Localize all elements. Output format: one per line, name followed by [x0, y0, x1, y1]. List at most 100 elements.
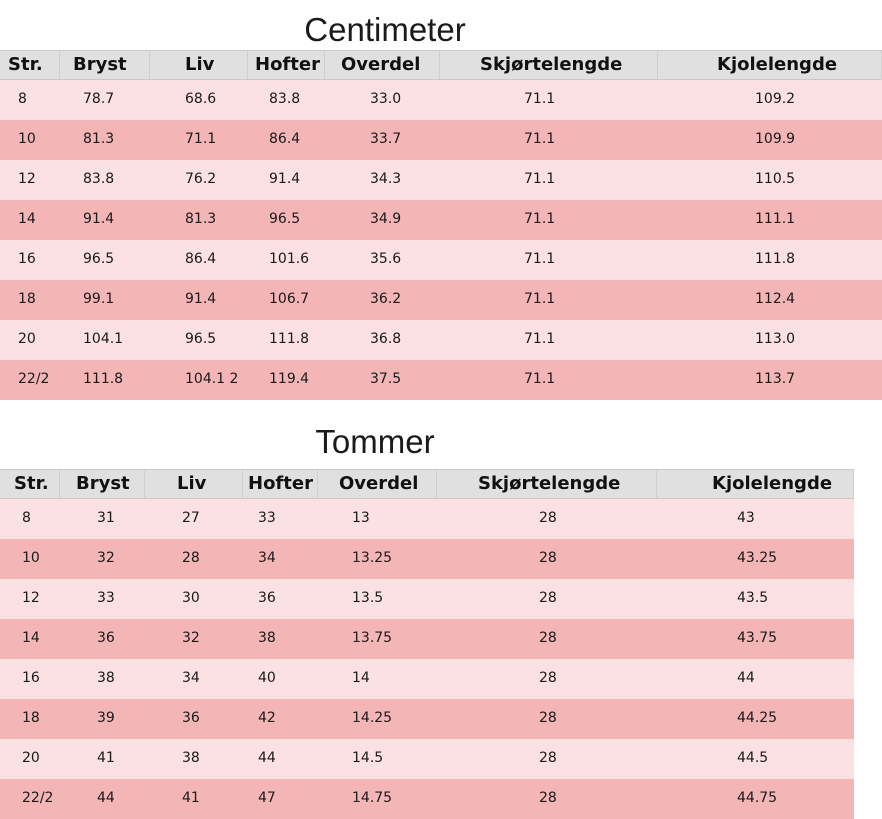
table-cell: 91.4: [269, 171, 301, 187]
centimeter-size-table: Str. Bryst Liv Hofter Overdel Skjørtelengde Kj…: [0, 50, 882, 400]
centimeter-table-title: Centimeter: [304, 11, 466, 48]
table-cell: 18: [18, 291, 36, 307]
column-header: Str.: [0, 51, 60, 79]
column-header: Liv: [145, 470, 243, 498]
table-cell: 10: [18, 131, 36, 147]
table-cell: 109.2: [755, 91, 796, 107]
table-cell: 96.5: [83, 251, 115, 267]
table-cell: 14.25: [352, 710, 393, 726]
table-row: 14 91.4 81.3 96.5 34.9 71.1 111.1: [0, 200, 882, 240]
table-cell: 110.5: [755, 171, 796, 187]
table-cell: 91.4: [185, 291, 217, 307]
table-row: 12 33 30 36 13.5 28 43.5: [0, 579, 854, 619]
table-row: 16 38 34 40 14 28 44: [0, 659, 854, 699]
table-cell: 14: [22, 630, 40, 646]
table-cell: 42: [258, 710, 276, 726]
table-cell: 31: [97, 510, 115, 526]
table-cell: 36: [97, 630, 115, 646]
table-cell: 106.7: [269, 291, 310, 307]
table-cell: 78.7: [83, 91, 115, 107]
table-cell: 44.5: [737, 750, 769, 766]
table-cell: 71.1: [524, 291, 556, 307]
table-cell: 14: [352, 670, 370, 686]
table-cell: 13.75: [352, 630, 393, 646]
table-cell: 28: [539, 710, 557, 726]
table-cell: 34.3: [370, 171, 402, 187]
header-row: Str. Bryst Liv Hofter Overdel Skjørtelengde Kj…: [0, 50, 882, 80]
table-cell: 13.5: [352, 590, 384, 606]
table-cell: 33: [258, 510, 276, 526]
column-header: Liv: [150, 51, 248, 79]
table-cell: 38: [182, 750, 200, 766]
table-cell: 40: [258, 670, 276, 686]
table-cell: 111.8: [755, 251, 796, 267]
column-header: Skjørtelengde: [437, 470, 657, 498]
table-cell: 44: [737, 670, 755, 686]
table-cell: 28: [539, 550, 557, 566]
table-cell: 22/2: [18, 371, 50, 387]
table-cell: 71.1: [524, 251, 556, 267]
table-cell: 39: [97, 710, 115, 726]
table-cell: 99.1: [83, 291, 115, 307]
table-row: 14 36 32 38 13.75 28 43.75: [0, 619, 854, 659]
table-row: 18 39 36 42 14.25 28 44.25: [0, 699, 854, 739]
table-cell: 28: [539, 590, 557, 606]
tommer-size-table: Str. Bryst Liv Hofter Overdel Skjørtelengde Kj…: [0, 469, 854, 819]
table-cell: 28: [539, 510, 557, 526]
table-row: 22/2 111.8 104.1 2 119.4 37.5 71.1 113.7: [0, 360, 882, 400]
table-cell: 34.9: [370, 211, 402, 227]
table-cell: 113.7: [755, 371, 796, 387]
table-cell: 96.5: [269, 211, 301, 227]
table-cell: 43.5: [737, 590, 769, 606]
table-cell: 32: [182, 630, 200, 646]
table-cell: 27: [182, 510, 200, 526]
table-cell: 33.0: [370, 91, 402, 107]
table-cell: 76.2: [185, 171, 217, 187]
column-header: Bryst: [60, 51, 150, 79]
table-cell: 113.0: [755, 331, 796, 347]
table-cell: 83.8: [269, 91, 301, 107]
table-cell: 111.8: [83, 371, 124, 387]
table-cell: 43: [737, 510, 755, 526]
table-cell: 44: [258, 750, 276, 766]
column-header: Bryst: [60, 470, 145, 498]
table-cell: 13.25: [352, 550, 393, 566]
table-row: 8 31 27 33 13 28 43: [0, 499, 854, 539]
table-cell: 16: [22, 670, 40, 686]
table-cell: 8: [18, 91, 27, 107]
table-cell: 12: [18, 171, 36, 187]
table-cell: 109.9: [755, 131, 796, 147]
table-cell: 33: [97, 590, 115, 606]
table-cell: 12: [22, 590, 40, 606]
table-row: 20 41 38 44 14.5 28 44.5: [0, 739, 854, 779]
table-row: 18 99.1 91.4 106.7 36.2 71.1 112.4: [0, 280, 882, 320]
table-cell: 86.4: [269, 131, 301, 147]
table-cell: 38: [258, 630, 276, 646]
column-header: Overdel: [318, 470, 437, 498]
table-cell: 33.7: [370, 131, 402, 147]
table-cell: 20: [18, 331, 36, 347]
table-cell: 35.6: [370, 251, 402, 267]
table-cell: 41: [97, 750, 115, 766]
table-row: 22/2 44 41 47 14.75 28 44.75: [0, 779, 854, 819]
table-cell: 36.2: [370, 291, 402, 307]
table-cell: 34: [182, 670, 200, 686]
column-header: Kjolelengde: [657, 470, 854, 498]
table-cell: 43.25: [737, 550, 778, 566]
table-cell: 28: [182, 550, 200, 566]
tommer-table-title: Tommer: [315, 423, 435, 460]
table-cell: 10: [22, 550, 40, 566]
table-cell: 111.1: [755, 211, 796, 227]
table-cell: 44.25: [737, 710, 778, 726]
table-cell: 101.6: [269, 251, 310, 267]
table-cell: 81.3: [83, 131, 115, 147]
table-row: 8 78.7 68.6 83.8 33.0 71.1 109.2: [0, 80, 882, 120]
table-cell: 71.1: [524, 371, 556, 387]
table-cell: 112.4: [755, 291, 796, 307]
table-cell: 96.5: [185, 331, 217, 347]
table-cell: 44: [97, 790, 115, 806]
table-cell: 37.5: [370, 371, 402, 387]
column-header: Kjolelengde: [658, 51, 882, 79]
table-cell: 14.75: [352, 790, 393, 806]
table-row: 16 96.5 86.4 101.6 35.6 71.1 111.8: [0, 240, 882, 280]
